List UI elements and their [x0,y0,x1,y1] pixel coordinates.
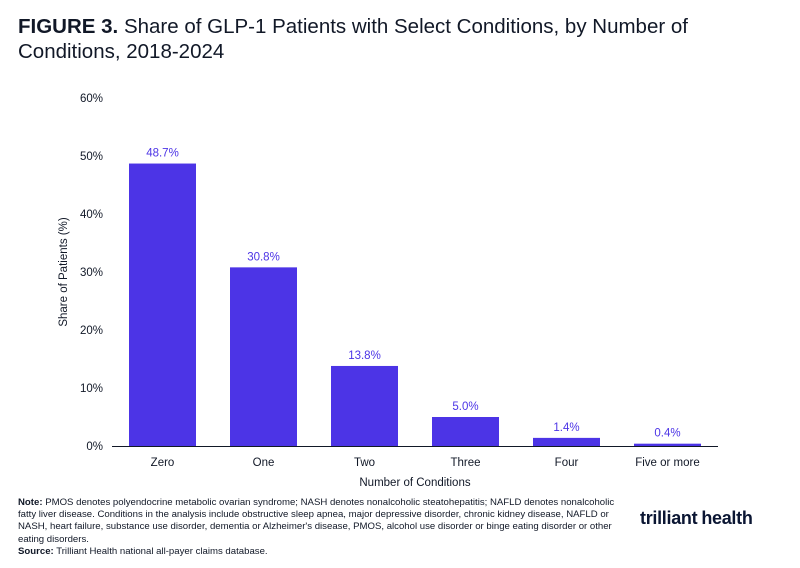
bars [129,163,701,447]
x-tick-label: Four [555,457,579,469]
figure-label: FIGURE 3. [18,15,119,38]
y-tick-label: 60% [80,93,103,105]
chart-notes: Note: PMOS denotes polyendocrine metabol… [18,497,618,558]
bar [634,443,701,446]
bar-data-label: 1.4% [553,422,579,434]
x-axis-ticks: Zero One Two Three Four Five or more [151,457,700,469]
bar-data-label: 5.0% [452,401,478,413]
title-text: Share of GLP-1 Patients with Select Cond… [18,15,688,63]
y-tick-label: 10% [80,383,103,395]
x-axis-label: Number of Conditions [359,477,470,489]
y-tick-label: 30% [80,267,103,279]
x-tick-label: One [253,457,275,469]
x-tick-label: Two [354,457,375,469]
x-tick-label: Five or more [635,457,700,469]
source: Source: Trilliant Health national all-pa… [18,546,618,558]
note: Note: PMOS denotes polyendocrine metabol… [18,497,618,546]
y-tick-label: 20% [80,325,103,337]
note-label: Note: [18,497,43,508]
y-axis-label: Share of Patients (%) [58,217,70,326]
bar-chart: 0% 10% 20% 30% 40% 50% 60% 48.7% 30.8% 13.8% 5.0%… [58,93,718,489]
note-text: PMOS denotes polyendocrine metabolic ova… [18,497,615,545]
bar-data-label: 0.4% [654,428,680,440]
bar [331,365,398,446]
bar-data-labels: 48.7% 30.8% 13.8% 5.0% 1.4% 0.4% [146,148,680,440]
bar-data-label: 30.8% [247,251,280,263]
trilliant-health-logo: trilliant health [640,508,753,529]
x-tick-label: Three [450,457,480,469]
source-label: Source: [18,545,54,557]
bar-data-label: 48.7% [146,148,179,160]
chart-title: FIGURE 3. Share of GLP-1 Patients with S… [18,14,788,64]
bar-data-label: 13.8% [348,350,381,362]
y-axis-ticks: 0% 10% 20% 30% 40% 50% 60% [80,93,103,453]
x-tick-label: Zero [151,457,175,469]
y-tick-label: 40% [80,209,103,221]
logo-part1: trilliant [640,508,698,528]
y-tick-label: 0% [86,441,103,453]
bar [432,417,499,446]
bar [129,163,196,447]
bar [230,267,297,446]
logo-part2: health [701,508,753,528]
source-text: Trilliant Health national all-payer clai… [56,545,268,557]
y-tick-label: 50% [80,151,103,163]
bar [533,437,600,446]
